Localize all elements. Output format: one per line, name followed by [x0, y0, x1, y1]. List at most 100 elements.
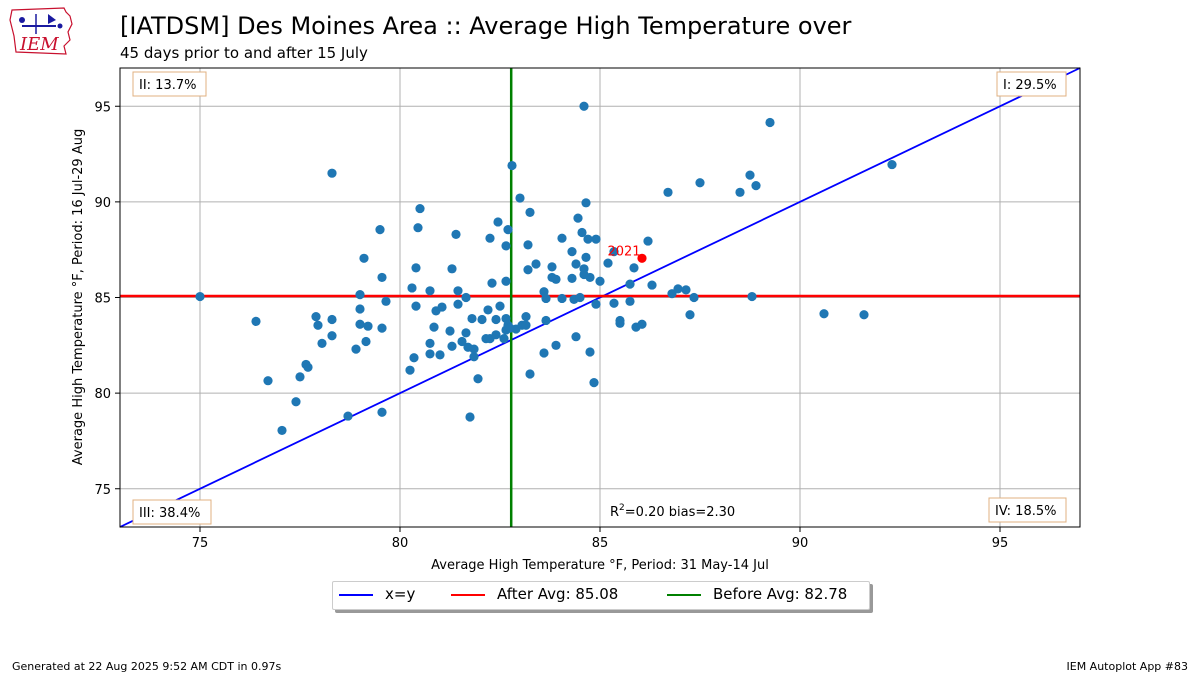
data-point [411, 301, 421, 311]
data-point [355, 319, 365, 329]
data-point [819, 309, 829, 319]
x-tick-label: 95 [992, 536, 1009, 551]
data-point [579, 101, 589, 111]
highlight-label: 2021 [607, 244, 640, 259]
data-point [405, 365, 415, 375]
data-point [591, 299, 601, 309]
data-point [567, 247, 577, 257]
data-point [495, 301, 505, 311]
data-point [355, 290, 365, 300]
quadrant-label-iii: III: 38.4% [132, 499, 212, 525]
iowa-state-outline-weather-icon [9, 7, 73, 55]
data-point [263, 376, 273, 386]
x-tick-label: 80 [392, 536, 409, 551]
quadrant-label-ii: II: 13.7% [132, 71, 207, 97]
data-point [407, 283, 417, 293]
y-tick-label: 85 [94, 292, 111, 307]
data-point [615, 318, 625, 328]
data-point [539, 348, 549, 358]
data-point [647, 280, 657, 290]
data-point [469, 352, 479, 362]
x-tick-label: 75 [192, 536, 209, 551]
quadrant-iii-text: III: 38.4% [139, 506, 200, 521]
data-point [501, 241, 511, 251]
data-point [525, 369, 535, 379]
app-footer: IEM Autoplot App #83 [1066, 660, 1189, 673]
legend: x=y After Avg: 85.08 Before Avg: 82.78 [332, 581, 870, 610]
quadrant-i-text: I: 29.5% [1003, 78, 1057, 93]
data-point [469, 344, 479, 354]
data-point [429, 322, 439, 332]
data-point [585, 272, 595, 283]
data-point [751, 181, 761, 191]
stats-suffix: =0.20 bias=2.30 [625, 505, 735, 520]
data-point [643, 236, 653, 246]
quadrant-iv-text: IV: 18.5% [995, 504, 1056, 519]
legend-item-before: Before Avg: 82.78 [667, 585, 847, 603]
y-tick-label: 80 [94, 387, 111, 402]
data-point [251, 316, 261, 327]
logo-text: IEM [20, 34, 59, 55]
data-point [413, 223, 423, 233]
x-tick-label: 90 [792, 536, 809, 551]
data-point [435, 350, 445, 360]
x-tick-label: 85 [592, 536, 609, 551]
data-point [363, 321, 373, 331]
x-equals-y-line [119, 67, 1081, 528]
data-point [425, 349, 435, 359]
data-point [327, 314, 337, 325]
quadrant-label-i: I: 29.5% [996, 71, 1067, 97]
legend-swatch-after [451, 593, 485, 596]
legend-label-xy: x=y [385, 585, 416, 603]
data-point [557, 293, 567, 304]
quadrant-ii-text: II: 13.7% [139, 78, 196, 93]
data-point [745, 170, 755, 180]
data-point [493, 217, 503, 227]
data-point [355, 304, 365, 314]
data-point [447, 264, 457, 274]
data-point [859, 310, 869, 320]
data-point [327, 331, 337, 341]
data-point [525, 207, 535, 217]
data-point [541, 315, 551, 326]
data-point [377, 407, 387, 417]
data-point [313, 320, 323, 330]
data-point [609, 298, 619, 308]
data-point [625, 279, 635, 289]
data-point [681, 285, 691, 295]
data-point [585, 347, 595, 357]
data-point [451, 229, 461, 239]
stats-prefix: R [610, 505, 619, 520]
data-point [765, 117, 775, 128]
data-point [465, 412, 475, 422]
data-point [747, 291, 757, 302]
y-tick-label: 95 [94, 100, 111, 115]
data-point [573, 213, 583, 223]
chart-title: [IATDSM] Des Moines Area :: Average High… [120, 12, 852, 40]
data-point [487, 278, 497, 288]
data-point [523, 265, 533, 275]
data-point [589, 378, 599, 388]
data-point [295, 372, 305, 382]
y-axis-label: Average High Temperature °F, Period: 16 … [71, 129, 86, 465]
data-point [445, 326, 455, 336]
stats-annotation: R2=0.20 bias=2.30 [610, 503, 735, 520]
data-point [695, 178, 705, 188]
highlight-point [637, 253, 647, 263]
data-point [507, 160, 517, 171]
data-point [571, 332, 581, 342]
data-point [437, 302, 447, 312]
data-point [735, 187, 745, 197]
data-point [375, 225, 385, 235]
data-point [467, 313, 477, 324]
data-point [195, 291, 205, 302]
data-point [521, 312, 531, 322]
data-point [663, 187, 673, 197]
axis-ticks: 75 80 85 90 95 75 80 85 90 95 [94, 100, 1008, 551]
data-point [603, 258, 613, 268]
data-point [591, 234, 601, 244]
data-point [303, 362, 313, 372]
data-point [457, 336, 467, 347]
data-point [567, 273, 577, 283]
data-point [531, 259, 541, 269]
